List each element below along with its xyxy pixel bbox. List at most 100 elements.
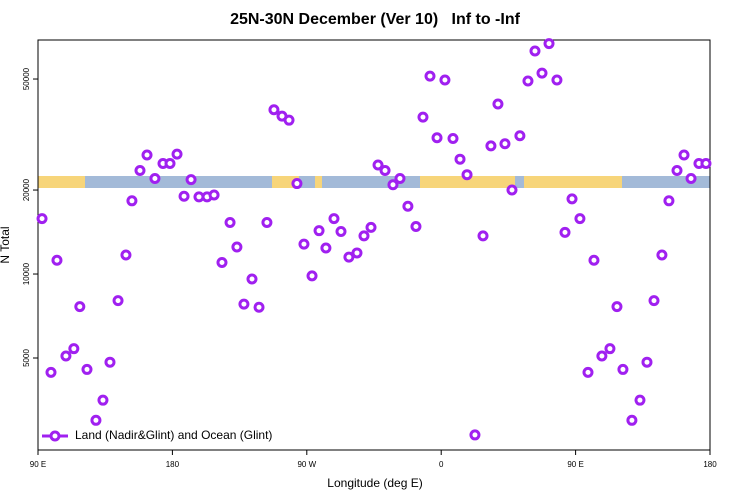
data-point — [506, 184, 518, 196]
data-point — [343, 251, 355, 263]
data-point — [141, 149, 153, 161]
data-point — [611, 301, 623, 313]
data-point — [379, 165, 391, 177]
data-point — [208, 189, 220, 201]
data-point — [431, 132, 443, 144]
land-band — [524, 176, 622, 188]
data-point — [246, 273, 258, 285]
data-point — [582, 366, 594, 378]
legend-marker — [49, 430, 61, 442]
y-tick-label: 20000 — [22, 178, 31, 201]
data-point — [335, 226, 347, 238]
data-point — [566, 193, 578, 205]
data-point — [410, 221, 422, 233]
data-point — [671, 165, 683, 177]
data-point — [626, 414, 638, 426]
data-point — [164, 157, 176, 169]
chart-title: 25N-30N December (Ver 10) Inf to -Inf — [230, 11, 521, 28]
map-strip — [38, 176, 710, 188]
data-point — [283, 114, 295, 126]
data-point — [224, 216, 236, 228]
y-tick-label: 5000 — [22, 349, 31, 367]
data-point — [529, 45, 541, 57]
data-point — [543, 38, 555, 50]
x-tick-label: 90 E — [567, 460, 583, 469]
y-tick-label: 10000 — [22, 262, 31, 285]
data-point — [171, 148, 183, 160]
data-point — [216, 256, 228, 268]
x-tick-label: 0 — [439, 460, 444, 469]
data-point — [261, 216, 273, 228]
data-point — [253, 301, 265, 313]
data-point — [134, 165, 146, 177]
data-point — [574, 213, 586, 225]
data-point — [402, 200, 414, 212]
data-point — [178, 190, 190, 202]
data-point — [291, 178, 303, 190]
data-point — [268, 104, 280, 116]
data-point — [60, 350, 72, 362]
data-point — [663, 195, 675, 207]
data-point — [648, 295, 660, 307]
data-point — [678, 149, 690, 161]
data-point — [492, 98, 504, 110]
data-point — [617, 363, 629, 375]
data-point — [387, 179, 399, 191]
data-point — [238, 298, 250, 310]
data-point — [90, 414, 102, 426]
data-point — [417, 111, 429, 123]
data-point — [424, 70, 436, 82]
data-point — [68, 343, 80, 355]
land-band — [315, 176, 322, 188]
data-point — [485, 140, 497, 152]
data-point — [45, 366, 57, 378]
data-point — [700, 157, 712, 169]
x-axis-label: Longitude (deg E) — [327, 476, 422, 490]
data-point — [559, 226, 571, 238]
data-point — [634, 394, 646, 406]
land-band — [38, 176, 85, 188]
data-point — [126, 195, 138, 207]
data-point — [372, 159, 384, 171]
data-point — [499, 138, 511, 150]
data-point — [97, 394, 109, 406]
legend-label: Land (Nadir&Glint) and Ocean (Glint) — [75, 428, 272, 442]
data-point — [320, 242, 332, 254]
data-point — [477, 230, 489, 242]
data-point — [536, 67, 548, 79]
x-tick-label: 180 — [166, 460, 180, 469]
data-point — [120, 249, 132, 261]
data-point — [588, 254, 600, 266]
data-point — [439, 74, 451, 86]
land-band — [420, 176, 515, 188]
data-point — [447, 133, 459, 145]
legend-item: Land (Nadir&Glint) and Ocean (Glint) — [42, 428, 272, 442]
data-point — [551, 74, 563, 86]
data-point — [112, 295, 124, 307]
data-point — [514, 130, 526, 142]
data-point — [313, 225, 325, 237]
data-point — [394, 172, 406, 184]
data-point — [185, 174, 197, 186]
data-point — [454, 153, 466, 165]
data-point — [298, 238, 310, 250]
plot-frame — [37, 39, 711, 451]
data-point — [469, 429, 481, 441]
y-axis-label: N Total — [0, 226, 12, 263]
data-point — [604, 343, 616, 355]
data-point — [461, 169, 473, 181]
data-point — [596, 350, 608, 362]
data-point — [104, 356, 116, 368]
data-point — [365, 221, 377, 233]
data-point — [306, 270, 318, 282]
data-point — [149, 172, 161, 184]
y-tick-label: 50000 — [22, 67, 31, 90]
data-point — [641, 356, 653, 368]
data-point — [36, 213, 48, 225]
data-point — [328, 213, 340, 225]
data-point — [74, 301, 86, 313]
x-tick-label: 90 E — [30, 460, 46, 469]
data-point — [51, 254, 63, 266]
